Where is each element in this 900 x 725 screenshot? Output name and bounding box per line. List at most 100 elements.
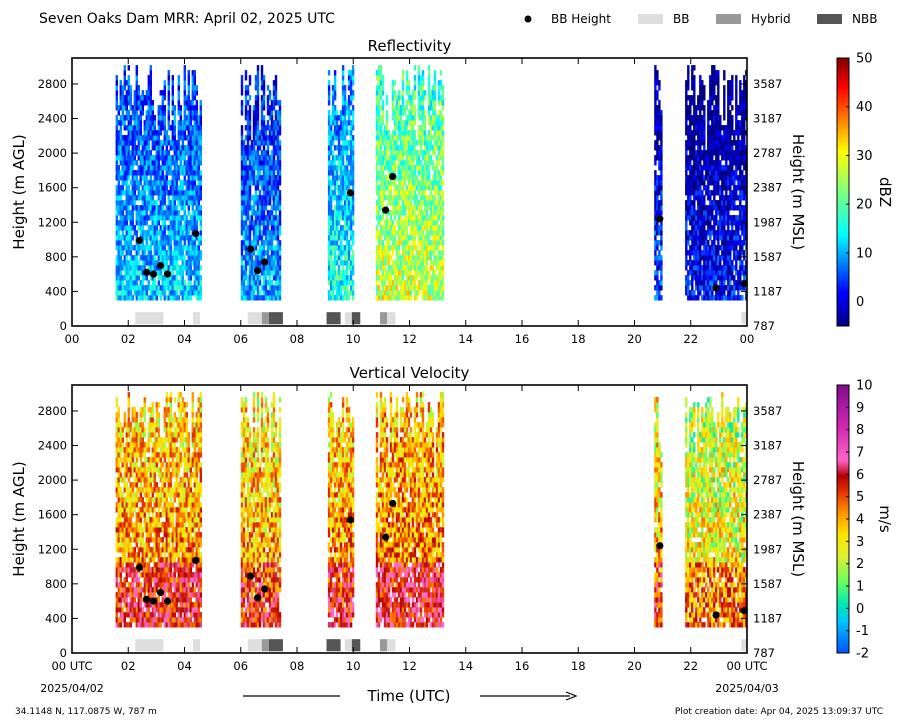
echo-bin xyxy=(149,245,152,251)
echo-bin xyxy=(141,150,144,156)
echo-bin xyxy=(717,240,720,246)
echo-bin xyxy=(660,145,663,151)
echo-bin xyxy=(417,115,421,121)
echo-bin xyxy=(191,180,194,186)
echo-bin xyxy=(147,140,150,146)
echo-bin xyxy=(423,135,427,141)
echo-bin xyxy=(161,230,164,236)
echo-bin xyxy=(183,105,186,111)
echo-bin xyxy=(181,265,184,271)
echo-bin xyxy=(347,220,351,226)
echo-bin xyxy=(441,275,445,281)
echo-bin xyxy=(709,160,712,166)
echo-bin xyxy=(333,180,337,186)
echo-bin xyxy=(175,255,178,261)
echo-bin xyxy=(242,240,246,246)
echo-bin xyxy=(409,175,413,181)
echo-bin xyxy=(660,220,663,226)
echo-bin xyxy=(705,290,708,296)
echo-bin xyxy=(117,280,120,286)
echo-bin xyxy=(272,245,276,251)
echo-bin xyxy=(187,265,190,271)
echo-bin xyxy=(115,210,118,216)
echo-bin xyxy=(421,250,425,256)
echo-bin xyxy=(411,225,415,231)
echo-bin xyxy=(685,225,688,231)
echo-bin xyxy=(155,240,158,246)
echo-bin xyxy=(385,100,389,106)
echo-bin xyxy=(439,250,443,256)
echo-bin xyxy=(161,125,164,131)
echo-bin xyxy=(375,225,379,231)
echo-bin xyxy=(721,235,724,241)
echo-bin xyxy=(439,190,443,196)
echo-bin xyxy=(123,215,126,221)
echo-bin xyxy=(381,285,385,291)
echo-bin xyxy=(660,170,663,176)
echo-bin xyxy=(254,215,258,221)
echo-bin xyxy=(685,115,688,121)
echo-bin xyxy=(701,210,704,216)
echo-bin xyxy=(141,240,144,246)
echo-bin xyxy=(715,160,718,166)
echo-bin xyxy=(131,125,134,131)
echo-bin xyxy=(179,280,182,286)
echo-bin xyxy=(327,250,331,256)
echo-bin xyxy=(171,125,174,131)
echo-bin xyxy=(387,220,391,226)
echo-bin xyxy=(333,205,337,211)
echo-bin xyxy=(145,285,148,291)
echo-bin xyxy=(439,290,443,296)
echo-bin xyxy=(401,240,405,246)
echo-bin xyxy=(405,150,409,156)
echo-bin xyxy=(133,90,136,96)
echo-bin xyxy=(262,265,266,271)
echo-bin xyxy=(703,225,706,231)
echo-bin xyxy=(121,220,124,226)
echo-bin xyxy=(385,215,389,221)
echo-bin xyxy=(127,165,130,171)
echo-bin xyxy=(375,75,379,81)
echo-bin xyxy=(403,195,407,201)
echo-bin xyxy=(377,255,381,261)
echo-bin xyxy=(272,295,276,301)
echo-bin xyxy=(264,130,268,136)
echo-bin xyxy=(405,135,409,141)
echo-bin xyxy=(701,180,704,186)
echo-bin xyxy=(411,110,415,116)
echo-bin xyxy=(351,145,355,151)
echo-bin xyxy=(654,190,657,196)
echo-bin xyxy=(429,90,433,96)
echo-bin xyxy=(433,280,437,286)
echo-bin xyxy=(349,270,353,276)
echo-bin xyxy=(276,230,280,236)
echo-bin xyxy=(405,75,409,81)
echo-bin xyxy=(707,130,710,136)
echo-bin xyxy=(389,150,393,156)
echo-bin xyxy=(165,130,168,136)
echo-bin xyxy=(383,195,387,201)
echo-bin xyxy=(401,290,405,296)
echo-bin xyxy=(171,155,174,161)
echo-bin xyxy=(419,90,423,96)
echo-bin xyxy=(129,95,132,101)
echo-bin xyxy=(258,130,262,136)
echo-bin xyxy=(246,225,250,231)
echo-bin xyxy=(147,195,150,201)
echo-bin xyxy=(157,140,160,146)
echo-bin xyxy=(242,245,246,251)
echo-bin xyxy=(441,210,445,216)
echo-bin xyxy=(175,230,178,236)
echo-bin xyxy=(415,290,419,296)
echo-bin xyxy=(411,265,415,271)
echo-bin xyxy=(157,230,160,236)
echo-bin xyxy=(377,80,381,86)
echo-bin xyxy=(691,290,694,296)
echo-bin xyxy=(250,210,254,216)
echo-bin xyxy=(441,215,445,221)
echo-bin xyxy=(695,110,698,116)
echo-bin xyxy=(379,280,383,286)
echo-bin xyxy=(179,200,182,206)
echo-bin xyxy=(183,230,186,236)
echo-bin xyxy=(695,225,698,231)
